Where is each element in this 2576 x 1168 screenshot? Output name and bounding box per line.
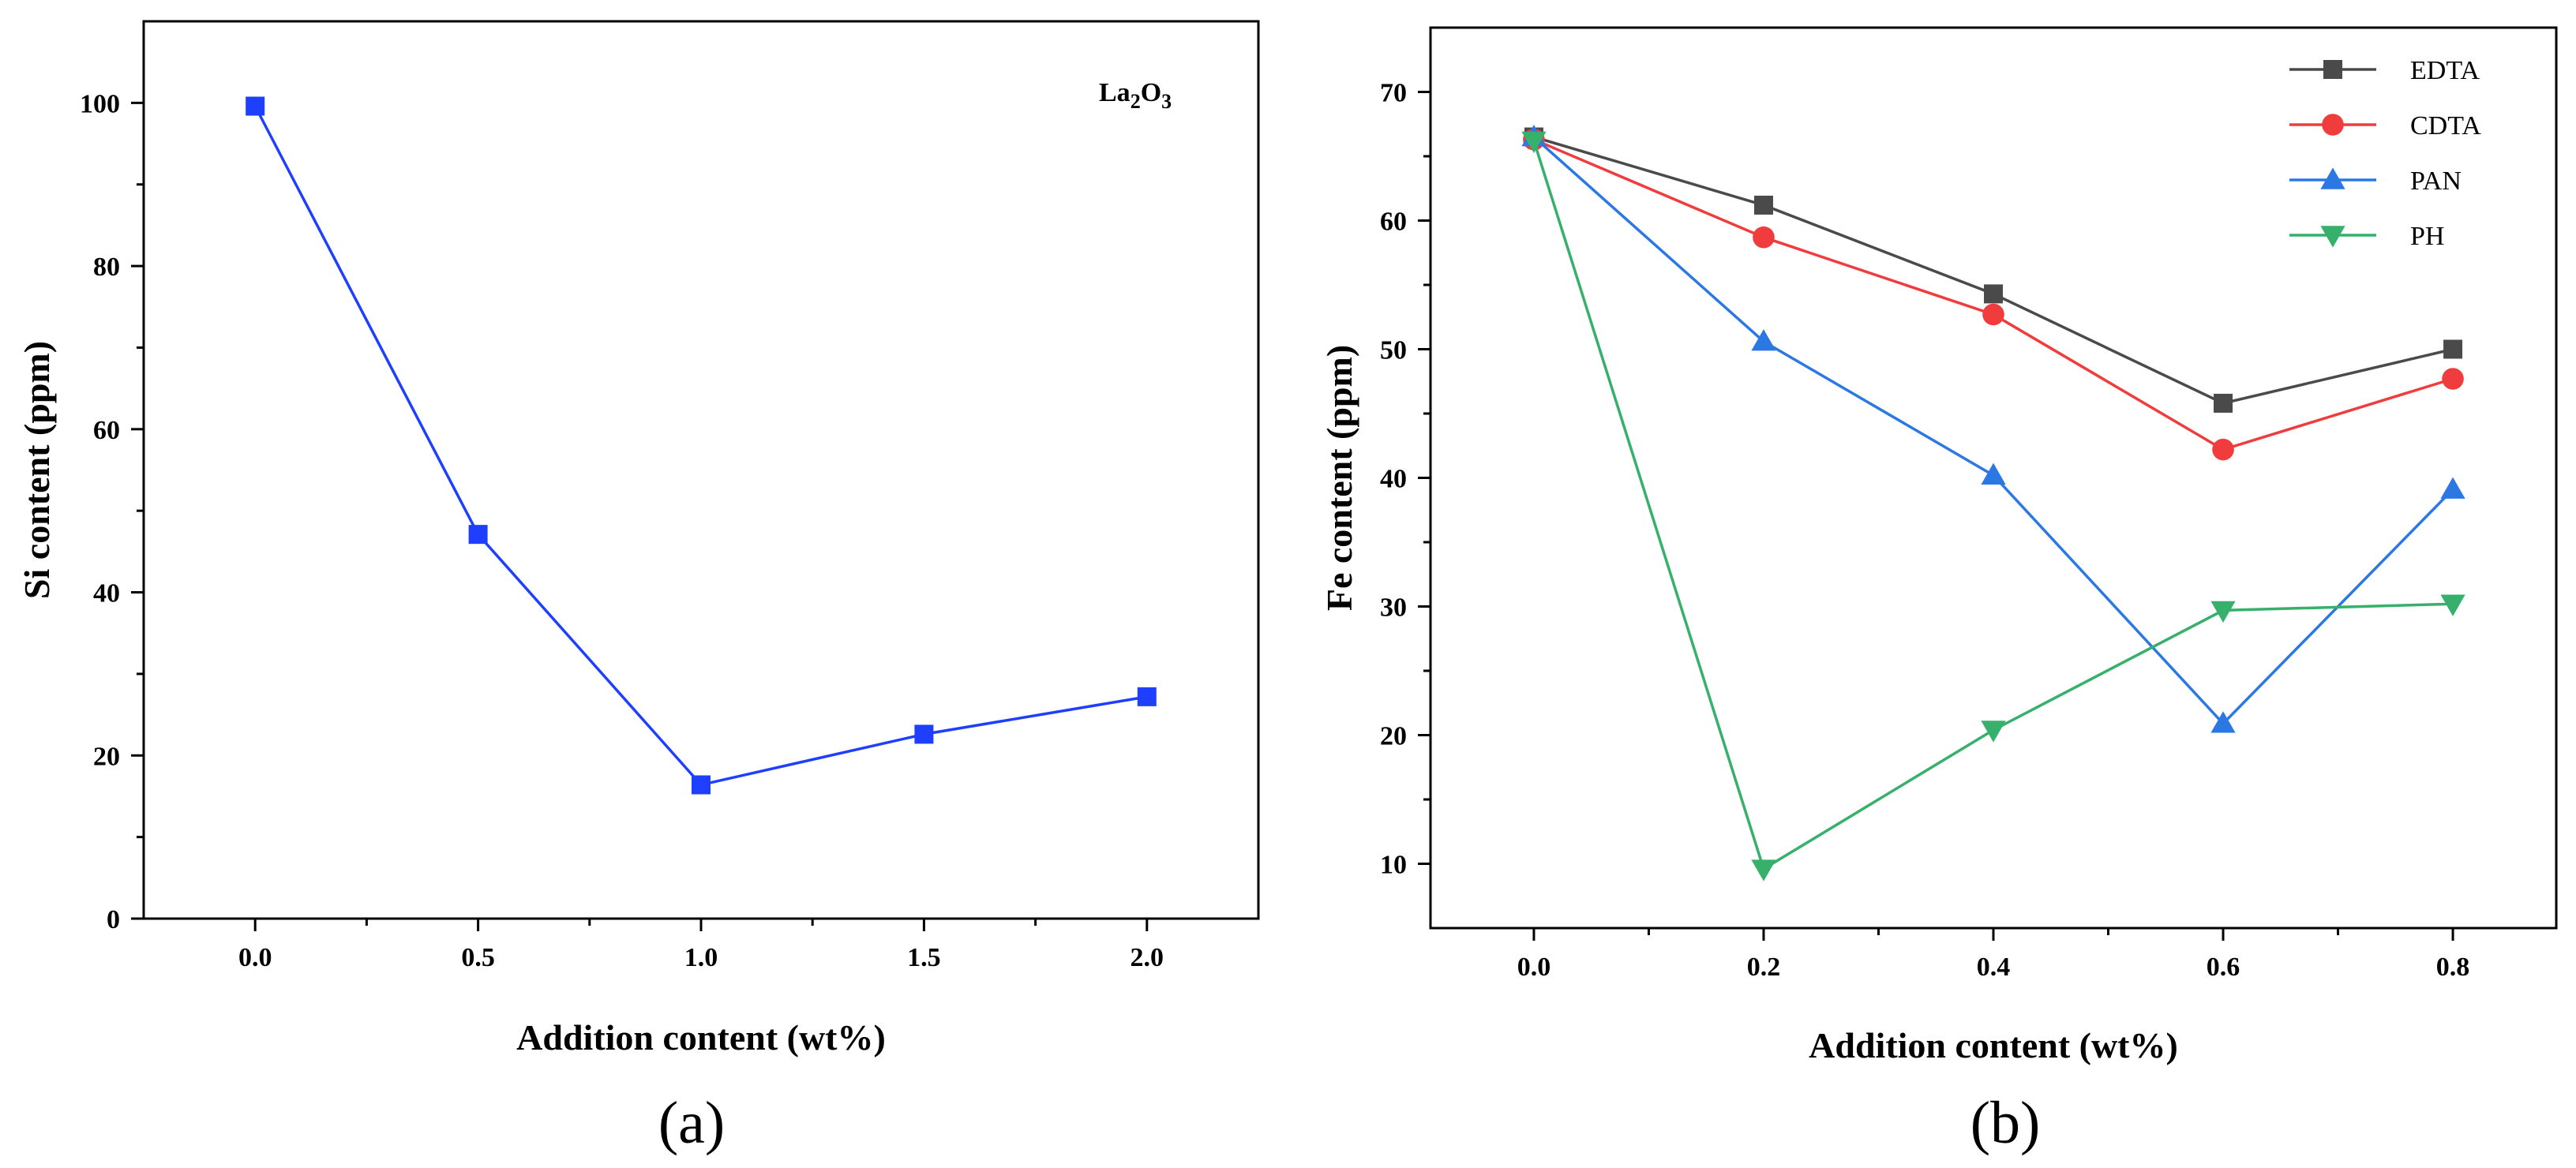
x-axis-label: Addition content (wt%)	[516, 1017, 886, 1058]
panel-a-label: (a)	[658, 1090, 725, 1156]
data-point-la2o3	[1137, 687, 1157, 706]
x-tick-label: 0.8	[2436, 953, 2470, 982]
data-point-cdta	[1982, 303, 2004, 326]
y-tick-label: 70	[1380, 79, 1407, 108]
legend-item-cdta: CDTA	[2289, 111, 2481, 140]
data-point-cdta	[2442, 368, 2464, 390]
annotation-text: La	[1099, 78, 1131, 107]
data-point-cdta	[2212, 438, 2234, 461]
legend-label: EDTA	[2410, 56, 2480, 85]
series-line-pan	[1532, 136, 2454, 726]
annotation-text: O	[1141, 78, 1161, 107]
legend-marker	[2323, 60, 2342, 79]
legend-item-ph: PH	[2289, 222, 2444, 251]
compound-annotation: La2O3	[1099, 78, 1172, 113]
data-point-pan	[2210, 711, 2236, 733]
series-la2o3	[246, 96, 1157, 795]
legend: EDTA CDTA PAN PH	[2289, 56, 2481, 251]
data-point-edta	[2443, 339, 2463, 359]
legend-label: PAN	[2410, 167, 2462, 196]
x-tick-label: 0.2	[1747, 953, 1781, 982]
x-tick-label: 0.0	[1517, 953, 1551, 982]
y-tick-label: 20	[1380, 722, 1407, 751]
legend-item-edta: EDTA	[2289, 56, 2480, 85]
panel-b-chart: 0.0 0.2 0.4 0.6 0.8 10 20 30 40 50 60 70 Addition co…	[1319, 26, 2558, 1065]
y-tick-label: 80	[93, 253, 120, 282]
data-point-la2o3	[692, 775, 711, 795]
y-tick-label: 30	[1380, 593, 1407, 623]
x-tick-label: 0.6	[2207, 953, 2240, 982]
y-tick-label: 0	[107, 905, 120, 934]
y-tick-label: 10	[1380, 851, 1407, 880]
series-pan	[1521, 124, 2465, 733]
annotation-subscript: 2	[1131, 90, 1141, 113]
annotation-subscript: 3	[1161, 90, 1172, 113]
data-point-cdta	[1753, 226, 1775, 249]
y-tick-label: 60	[1380, 208, 1407, 237]
panel-b-label: (b)	[1970, 1090, 2041, 1156]
series-line-ph	[1532, 140, 2454, 871]
series-line-edta	[1533, 135, 2454, 405]
y-axis-label: Fe content (ppm)	[1319, 345, 1359, 611]
x-axis-label: Addition content (wt%)	[1809, 1025, 2178, 1065]
data-point-pan	[1981, 462, 2006, 485]
legend-marker	[2320, 226, 2345, 248]
y-tick-label: 40	[1380, 465, 1407, 494]
x-tick-label: 1.0	[684, 943, 718, 972]
data-point-ph	[1521, 131, 1547, 154]
y-tick-label: 100	[80, 89, 120, 118]
y-tick-label: 60	[93, 416, 120, 445]
legend-label: CDTA	[2410, 111, 2481, 140]
data-point-ph	[1751, 859, 1776, 882]
y-tick-label: 50	[1380, 336, 1407, 365]
series-line-la2o3	[253, 105, 1148, 787]
x-tick-label: 0.0	[238, 943, 272, 972]
legend-label: PH	[2410, 222, 2444, 251]
data-point-ph	[1981, 721, 2006, 743]
data-point-edta	[2214, 393, 2233, 413]
legend-marker	[2320, 167, 2345, 189]
series-edta	[1524, 127, 2463, 413]
data-point-ph	[2440, 594, 2465, 616]
panel-a-chart: 0.0 0.5 1.0 1.5 2.0 0 20 40 60 80 100 Addition cont…	[17, 20, 1260, 1058]
x-tick-label: 2.0	[1131, 943, 1164, 972]
legend-marker	[2322, 114, 2344, 136]
y-axis-label: Si content (ppm)	[17, 341, 57, 599]
data-point-la2o3	[246, 96, 265, 116]
legend-item-pan: PAN	[2289, 167, 2462, 196]
y-tick-label: 20	[93, 742, 120, 771]
data-point-edta	[1984, 284, 2003, 304]
y-tick-label: 40	[93, 579, 120, 608]
data-point-edta	[1753, 195, 1773, 215]
series-ph	[1521, 131, 2465, 882]
data-point-ph	[2210, 601, 2236, 623]
data-point-la2o3	[914, 724, 934, 744]
x-tick-label: 0.5	[461, 943, 495, 972]
data-point-la2o3	[468, 525, 488, 545]
x-tick-label: 1.5	[907, 943, 941, 972]
x-tick-label: 0.4	[1977, 953, 2011, 982]
data-point-pan	[1751, 329, 1776, 351]
data-point-pan	[2440, 477, 2465, 499]
